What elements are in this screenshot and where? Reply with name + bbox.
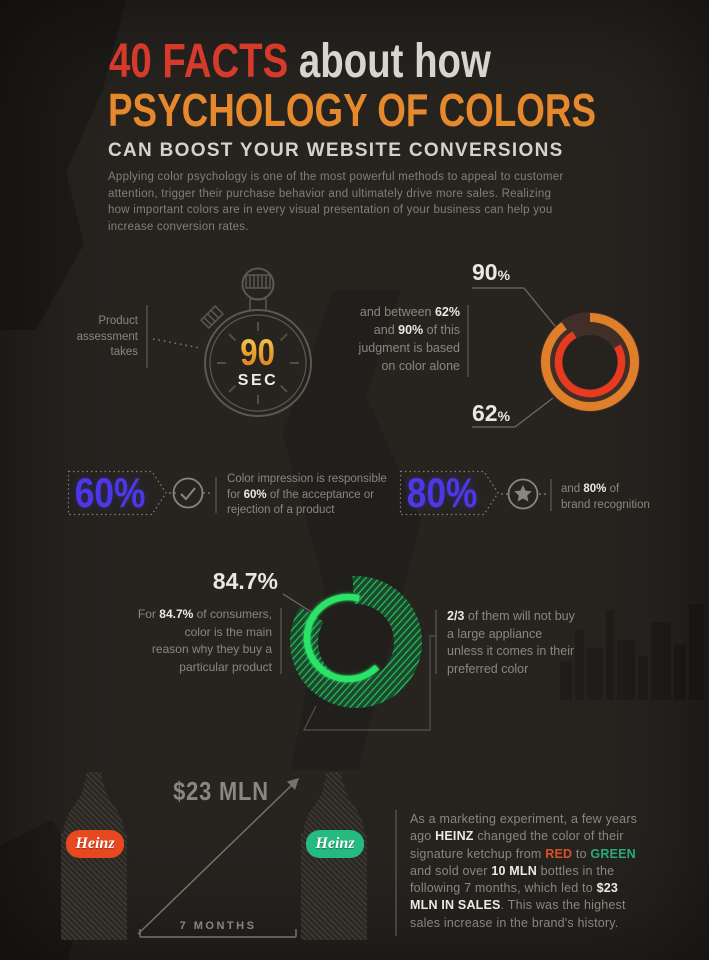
page-title-line2: PSYCHOLOGY OF COLORS [108,84,596,136]
title-about-how: about how [288,35,491,88]
consumers-donut-chart [290,576,422,708]
product-assessment-label: Product assessment takes [76,315,138,358]
consumers-text: For 84.7% of consumers, color is the mai… [137,607,272,674]
appliance-text: 2/3 of them will not buy a large applian… [447,609,575,676]
heinz-label-green: Heinz [306,830,364,858]
duration-label: 7 MONTHS [179,920,257,932]
stopwatch-icon [199,267,312,417]
consumers-headline: 84.7% [212,568,278,594]
intro-line: increase conversion rates. [108,220,249,233]
title-40-facts: 40 FACTS [109,35,289,88]
stopwatch-value: 90 [240,332,276,373]
judgment-note: and between 62% and 90% of this judgment… [358,305,460,373]
fact60-text: Color impression is responsible for 60% … [227,473,387,516]
sales-amount: $23 MLN [173,776,269,806]
heinz-label-red: Heinz [66,830,124,858]
heinz-story: As a marketing experiment, a few years a… [410,812,638,930]
donut-high-label: 90% [472,259,511,285]
intro-line: how important colors are in every visual… [108,204,553,216]
fact80-value: 80% [407,469,478,516]
intro-paragraph: Applying color psychology is one of the … [108,169,563,235]
fact60-value: 60% [75,469,146,516]
page-title-line1: 40 FACTS about how [109,38,586,86]
donut-low-label: 62% [472,400,511,426]
page-subtitle: CAN BOOST YOUR WEBSITE CONVERSIONS [108,140,564,161]
stopwatch-unit: SEC [237,372,279,389]
fact80-text: and 80% of brand recognition [561,483,650,511]
judgment-donut-chart [540,312,640,412]
intro-line: Applying color psychology is one of the … [108,171,564,183]
intro-line: attention, trigger their purchase behavi… [108,187,552,200]
